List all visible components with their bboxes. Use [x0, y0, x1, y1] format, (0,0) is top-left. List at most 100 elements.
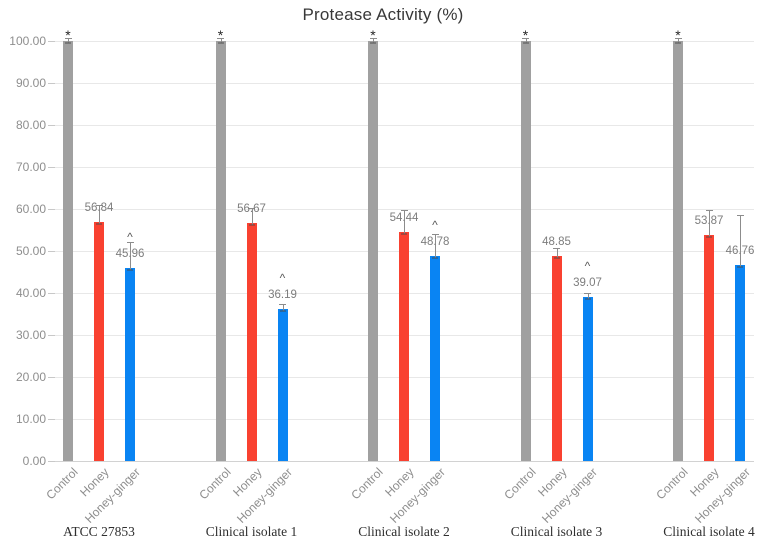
value-label: 54.44 — [389, 212, 419, 225]
value-label: 36.19 — [268, 289, 297, 301]
error-bar-line — [740, 215, 741, 267]
error-bar-cap — [279, 303, 286, 305]
error-bar-base-cap — [96, 223, 102, 226]
bar-honey — [704, 234, 714, 461]
error-bar-base-cap — [522, 42, 529, 44]
y-axis-tick — [48, 83, 55, 84]
error-bar-line — [678, 38, 679, 43]
error-bar-line — [709, 209, 710, 237]
error-bar-base-cap — [584, 297, 591, 300]
y-tick-label: 50.00 — [15, 244, 46, 258]
error-bar-base-cap — [65, 42, 71, 44]
error-bar-base-cap — [217, 42, 224, 44]
error-bar-base-cap — [248, 223, 255, 226]
error-bar-cap — [431, 233, 439, 235]
error-bar-cap — [126, 241, 134, 243]
value-label: 48.78 — [420, 236, 450, 249]
bar-control — [673, 41, 683, 461]
bar-honey-ginger — [430, 256, 440, 461]
error-bar-line — [99, 205, 100, 225]
value-label: 45.96 — [115, 247, 145, 260]
caret-annotation: ^ — [584, 258, 591, 273]
error-bar-line — [251, 208, 253, 225]
error-bar-cap — [248, 208, 255, 210]
significance-asterisk: * — [675, 27, 681, 43]
error-bar-line — [130, 241, 131, 270]
error-bar-base-cap — [553, 256, 560, 259]
error-bar-base-cap — [279, 310, 286, 312]
error-bar-cap — [217, 38, 224, 40]
y-axis-tick — [48, 377, 55, 378]
error-bar-cap — [736, 215, 744, 217]
error-bar-base-cap — [127, 268, 133, 271]
y-tick-label: 70.00 — [15, 160, 46, 174]
y-axis-tick — [48, 335, 55, 336]
error-bar-base-cap — [432, 257, 438, 260]
category-label: Clinical isolate 2 — [358, 524, 450, 539]
error-bar-cap — [705, 209, 713, 211]
bar-honey — [94, 222, 104, 461]
grid-line — [55, 125, 754, 126]
caret-annotation: ^ — [432, 218, 438, 233]
error-bar-cap — [584, 292, 591, 294]
grid-line — [55, 209, 754, 210]
y-tick-label: 20.00 — [15, 370, 46, 384]
error-bar-cap — [95, 205, 103, 207]
y-tick-label: 80.00 — [15, 118, 46, 132]
y-axis-tick — [48, 167, 55, 168]
grid-line — [55, 83, 754, 84]
error-bar-base-cap — [675, 42, 681, 44]
value-label: 48.85 — [542, 235, 571, 248]
error-bar-line — [435, 233, 436, 259]
bar-control — [215, 41, 226, 461]
error-bar-base-cap — [706, 235, 712, 238]
bar-honey-ginger — [277, 309, 288, 461]
bar-control — [63, 41, 73, 461]
bar-control — [520, 41, 531, 461]
bar-control — [368, 41, 378, 461]
error-bar-base-cap — [737, 265, 743, 268]
significance-asterisk: * — [65, 27, 71, 43]
bar-honey — [246, 222, 257, 461]
significance-asterisk: * — [217, 27, 224, 43]
value-label: 39.07 — [573, 276, 602, 289]
error-bar-cap — [674, 38, 682, 40]
error-bar-line — [220, 38, 222, 43]
error-bar-line — [373, 38, 374, 43]
error-bar-line — [282, 303, 284, 311]
error-bar-line — [404, 210, 405, 235]
significance-asterisk: * — [370, 27, 376, 43]
y-axis-tick — [48, 41, 55, 42]
value-label: 56.67 — [237, 202, 266, 215]
error-bar-cap — [64, 38, 72, 40]
bar-tick-label: Control — [43, 465, 81, 503]
error-bar-line — [525, 38, 527, 43]
bar-honey — [399, 232, 409, 461]
caret-annotation: ^ — [279, 271, 286, 285]
bar-honey-ginger — [582, 296, 593, 461]
error-bar-line — [556, 247, 558, 258]
significance-asterisk: * — [522, 27, 529, 43]
bar-honey-ginger — [125, 267, 135, 461]
category-label: ATCC 27853 — [63, 524, 135, 539]
y-axis-tick — [48, 461, 55, 462]
chart-title: Protease Activity (%) — [302, 5, 464, 24]
error-bar-cap — [553, 247, 560, 249]
caret-annotation: ^ — [127, 229, 133, 244]
bar-tick-label: Control — [653, 465, 691, 503]
error-bar-base-cap — [401, 233, 407, 236]
y-tick-label: 100.00 — [9, 34, 46, 48]
grid-line — [55, 41, 754, 42]
x-axis-line — [55, 461, 754, 462]
y-tick-label: 40.00 — [15, 286, 46, 300]
error-bar-cap — [369, 38, 377, 40]
category-label: Clinical isolate 3 — [510, 524, 603, 539]
y-tick-label: 10.00 — [15, 412, 46, 426]
value-label: 46.76 — [725, 244, 755, 257]
bar-tick-label: Control — [196, 465, 234, 503]
error-bar-line — [68, 38, 69, 43]
error-bar-base-cap — [370, 42, 376, 44]
error-bar-line — [587, 292, 589, 299]
y-axis-tick — [48, 209, 55, 210]
